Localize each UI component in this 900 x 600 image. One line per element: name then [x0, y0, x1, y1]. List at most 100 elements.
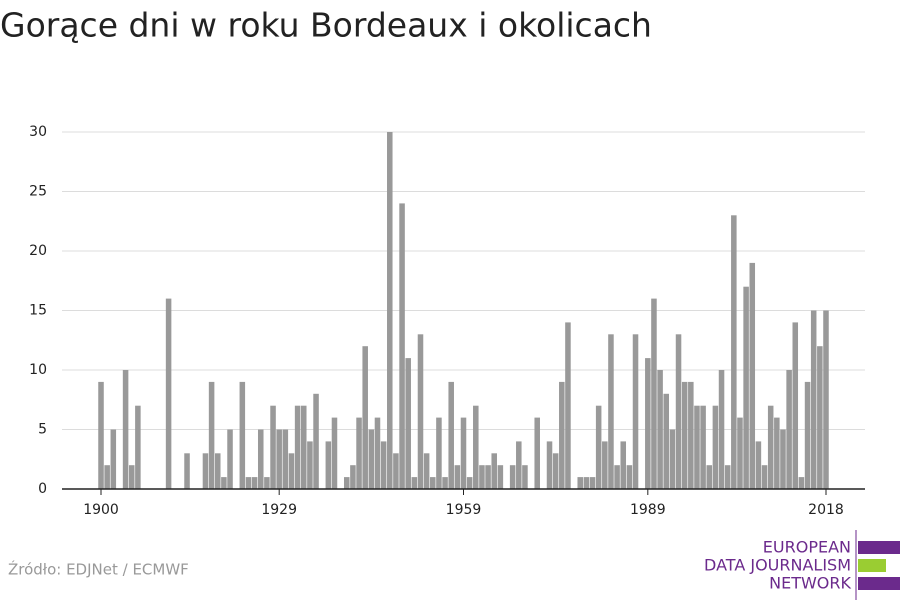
bar [731, 215, 737, 490]
logo-bar [858, 577, 900, 590]
y-tick-label: 5 [38, 422, 47, 438]
bar [608, 334, 614, 489]
y-tick-label: 20 [29, 243, 47, 259]
bar [423, 453, 430, 489]
bar [632, 334, 639, 489]
bar [214, 453, 221, 489]
bar [724, 465, 731, 489]
bar [743, 286, 749, 489]
bar [774, 417, 780, 489]
bar [694, 405, 700, 489]
bar [645, 358, 651, 489]
bar [128, 465, 135, 489]
bar [325, 441, 332, 489]
bar [98, 381, 104, 489]
bar [651, 298, 657, 489]
bar [473, 405, 479, 489]
bar [202, 453, 209, 489]
bar [380, 441, 387, 489]
bar [276, 429, 282, 489]
bar [454, 465, 461, 489]
bar [577, 477, 583, 489]
logo-text: NETWORK [769, 574, 851, 593]
chart-title: Gorące dni w roku Bordeaux i okolicach [0, 6, 652, 45]
bar [288, 453, 295, 489]
bar [602, 441, 608, 489]
bar [208, 381, 215, 489]
bar [485, 465, 491, 489]
bar [417, 334, 424, 489]
bar [583, 477, 590, 489]
bar [393, 453, 399, 489]
bar [749, 262, 756, 489]
logo-text: EUROPEAN [763, 538, 851, 557]
bar [350, 465, 356, 489]
bar [712, 405, 719, 489]
bar [307, 441, 313, 489]
bar [823, 310, 829, 489]
bar [165, 298, 172, 489]
bar [362, 346, 368, 489]
bar [245, 477, 252, 489]
bar [700, 405, 706, 489]
x-tick-label: 1959 [446, 502, 482, 518]
bar [675, 334, 682, 489]
bar [804, 381, 811, 489]
bar [761, 465, 768, 489]
bar [257, 429, 264, 489]
bar [706, 465, 713, 489]
bar [552, 453, 559, 489]
source: Źródło: EDJNet / ECMWF [8, 560, 189, 579]
bar [534, 417, 540, 489]
bar [497, 465, 504, 489]
y-tick-label: 15 [29, 303, 47, 319]
bar [282, 429, 289, 489]
y-tick-label: 25 [29, 184, 47, 200]
bar [516, 441, 522, 489]
bar [663, 393, 670, 489]
logo-bar [858, 559, 886, 572]
bar [436, 417, 442, 489]
bar [405, 358, 411, 489]
bar [331, 417, 338, 489]
bar [657, 370, 663, 489]
bar [479, 465, 485, 489]
bar [344, 477, 350, 489]
bar [110, 429, 117, 489]
bar [411, 477, 418, 489]
bar [239, 381, 246, 489]
bar [688, 381, 694, 489]
logo-text: DATA JOURNALISM [704, 556, 851, 575]
bar [300, 405, 307, 489]
bar [780, 429, 786, 489]
bar [491, 453, 497, 489]
x-tick-label: 1900 [83, 502, 119, 518]
bar [122, 370, 129, 489]
bar [681, 381, 688, 489]
x-tick-label: 1989 [630, 502, 666, 518]
bar [294, 405, 301, 489]
bar [767, 405, 774, 489]
bar [737, 417, 743, 489]
bar [399, 203, 405, 489]
bar [595, 405, 602, 489]
bar [442, 477, 448, 489]
bar [227, 429, 233, 489]
bar [368, 429, 375, 489]
bar [509, 465, 516, 489]
bar [798, 477, 805, 489]
y-tick-label: 0 [38, 481, 47, 497]
bar [565, 322, 571, 489]
bar [589, 477, 596, 489]
bar [387, 132, 393, 489]
bar [522, 465, 528, 489]
bar [669, 429, 676, 489]
bar [221, 477, 227, 489]
bar [466, 477, 473, 489]
bar [546, 441, 553, 489]
bar [559, 381, 565, 489]
bar [614, 465, 620, 489]
bar [184, 453, 190, 489]
y-tick-label: 10 [29, 362, 47, 378]
